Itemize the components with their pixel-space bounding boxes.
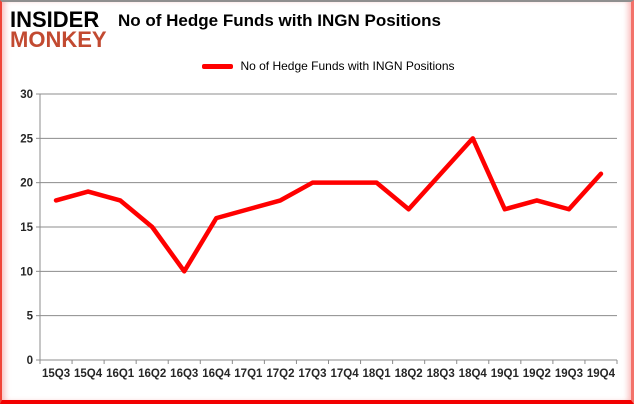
x-axis-label: 18Q1 [363,368,392,380]
x-axis-label: 17Q3 [298,368,326,380]
legend-line-swatch [202,63,234,69]
legend: No of Hedge Funds with INGN Positions [40,59,617,73]
x-axis-label: 18Q2 [395,368,423,380]
legend-label: No of Hedge Funds with INGN Positions [240,59,455,73]
x-axis-label: 17Q4 [330,368,359,380]
x-axis-label: 15Q3 [42,368,70,380]
y-axis-label: 0 [27,355,33,367]
logo-monkey-text: MONKEY [10,27,107,53]
x-axis-label: 19Q3 [555,368,583,380]
x-axis-label: 16Q1 [106,368,135,380]
trend-line [53,136,604,274]
x-axis-label: 19Q2 [523,368,551,380]
x-axis-label: 16Q4 [202,368,231,380]
logo-insider-text: INSIDER [10,7,100,32]
chart-title: No of Hedge Funds with INGN Positions [118,11,441,30]
x-axis-label: 19Q1 [491,368,520,380]
y-axis-label: 30 [20,89,33,101]
y-axis-label: 20 [20,178,33,190]
x-axis-label: 18Q4 [459,368,488,380]
x-axis-label: 19Q4 [587,368,616,380]
y-axis-label: 25 [20,133,33,145]
x-axis-label: 16Q2 [138,368,166,380]
y-axis-label: 5 [27,311,34,323]
x-axis-label: 15Q4 [74,368,103,380]
x-axis-label: 16Q3 [170,368,198,380]
x-axis-label: 18Q3 [427,368,455,380]
y-axis-label: 10 [20,266,33,278]
y-axis-label: 15 [20,222,33,234]
x-axis-label: 17Q2 [266,368,294,380]
insider-monkey-logo: INSIDER MONKEY [10,7,107,53]
x-axis-label: 17Q1 [234,368,263,380]
